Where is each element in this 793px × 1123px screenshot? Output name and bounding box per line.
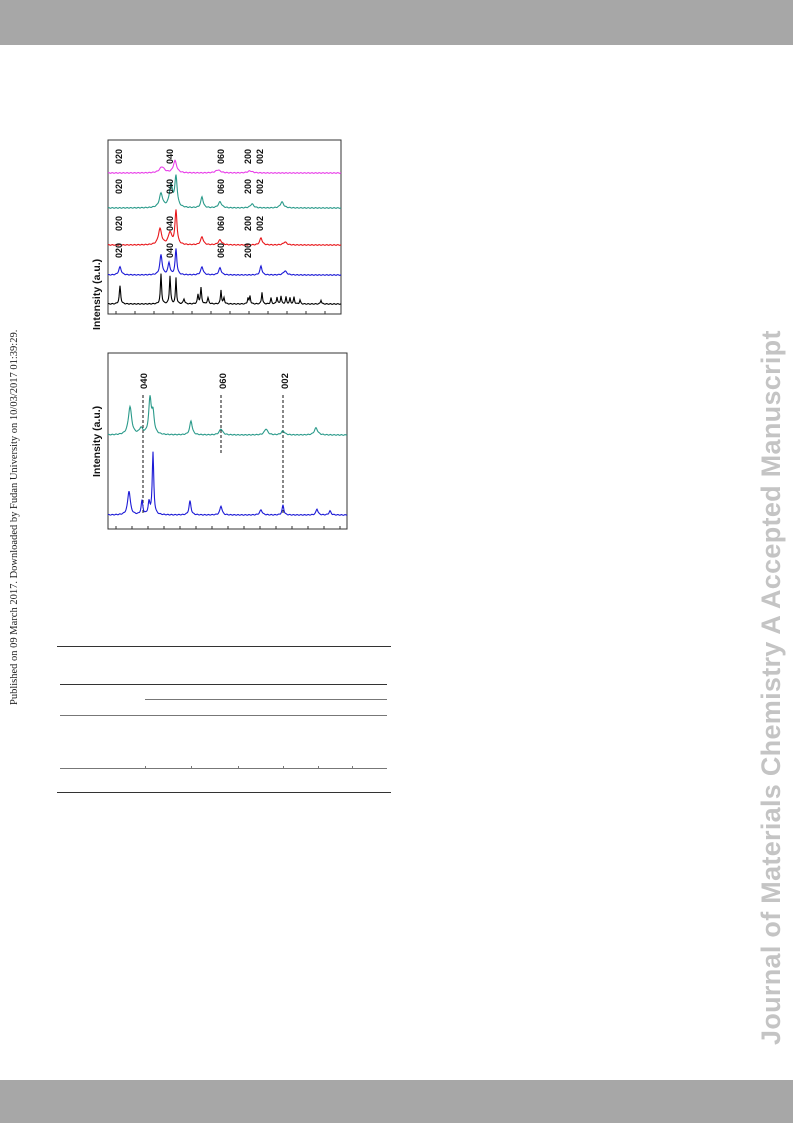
peak-label: 040 [165, 243, 175, 258]
xrd-pattern-line [107, 451, 348, 516]
column-divider [145, 766, 146, 769]
peak-label: 020 [114, 243, 124, 258]
table-row-rule [60, 768, 387, 769]
publication-note: Published on 09 March 2017. Downloaded b… [9, 329, 20, 705]
table-subheader-rule [145, 699, 387, 700]
xrd-pattern-line [107, 273, 342, 305]
y-axis-label: Intensity (a.u.) [91, 259, 103, 330]
peak-label: 040 [165, 179, 175, 194]
peak-label: 060 [218, 373, 229, 389]
y-axis-label: Intensity (a.u.) [91, 406, 103, 477]
xrd-pattern-line [107, 174, 342, 209]
page-footer-band [0, 1080, 793, 1123]
column-divider [352, 766, 353, 769]
peak-label: 002 [255, 216, 265, 231]
xrd-pattern-line [107, 395, 348, 436]
peak-label: 200 [243, 179, 253, 194]
peak-label: 040 [165, 216, 175, 231]
xrd-pattern-line [107, 248, 342, 276]
column-divider [191, 766, 192, 769]
table-bottom-rule [57, 792, 391, 793]
xrd-pattern-line [107, 209, 342, 246]
peak-label: 020 [114, 179, 124, 194]
peak-label: 200 [243, 216, 253, 231]
peak-label: 040 [139, 373, 150, 389]
peak-label: 040 [165, 149, 175, 164]
peak-label: 002 [255, 149, 265, 164]
peak-label: 200 [243, 243, 253, 258]
x-axis-ticks [115, 526, 341, 529]
xrd-pattern-line [107, 159, 342, 174]
peak-label: 060 [216, 179, 226, 194]
peak-label: 200 [243, 149, 253, 164]
table-body-rule [60, 715, 387, 716]
column-divider [283, 766, 284, 769]
page-header-band [0, 0, 793, 45]
x-axis-ticks [115, 311, 326, 314]
table-header-rule [60, 684, 387, 685]
peak-label: 002 [280, 373, 291, 389]
peak-label: 060 [216, 216, 226, 231]
peak-label: 020 [114, 149, 124, 164]
column-divider [238, 766, 239, 769]
plot-frame [107, 139, 342, 315]
xrd-chart-panel-2: Intensity (a.u.) 040 060 002 [91, 352, 348, 530]
peak-label: 020 [114, 216, 124, 231]
manuscript-watermark: Journal of Materials Chemistry A Accepte… [756, 330, 786, 1045]
peak-label: 002 [255, 179, 265, 194]
peak-label: 060 [216, 149, 226, 164]
table-top-rule [57, 646, 391, 647]
column-divider [318, 766, 319, 769]
peak-label: 060 [216, 243, 226, 258]
